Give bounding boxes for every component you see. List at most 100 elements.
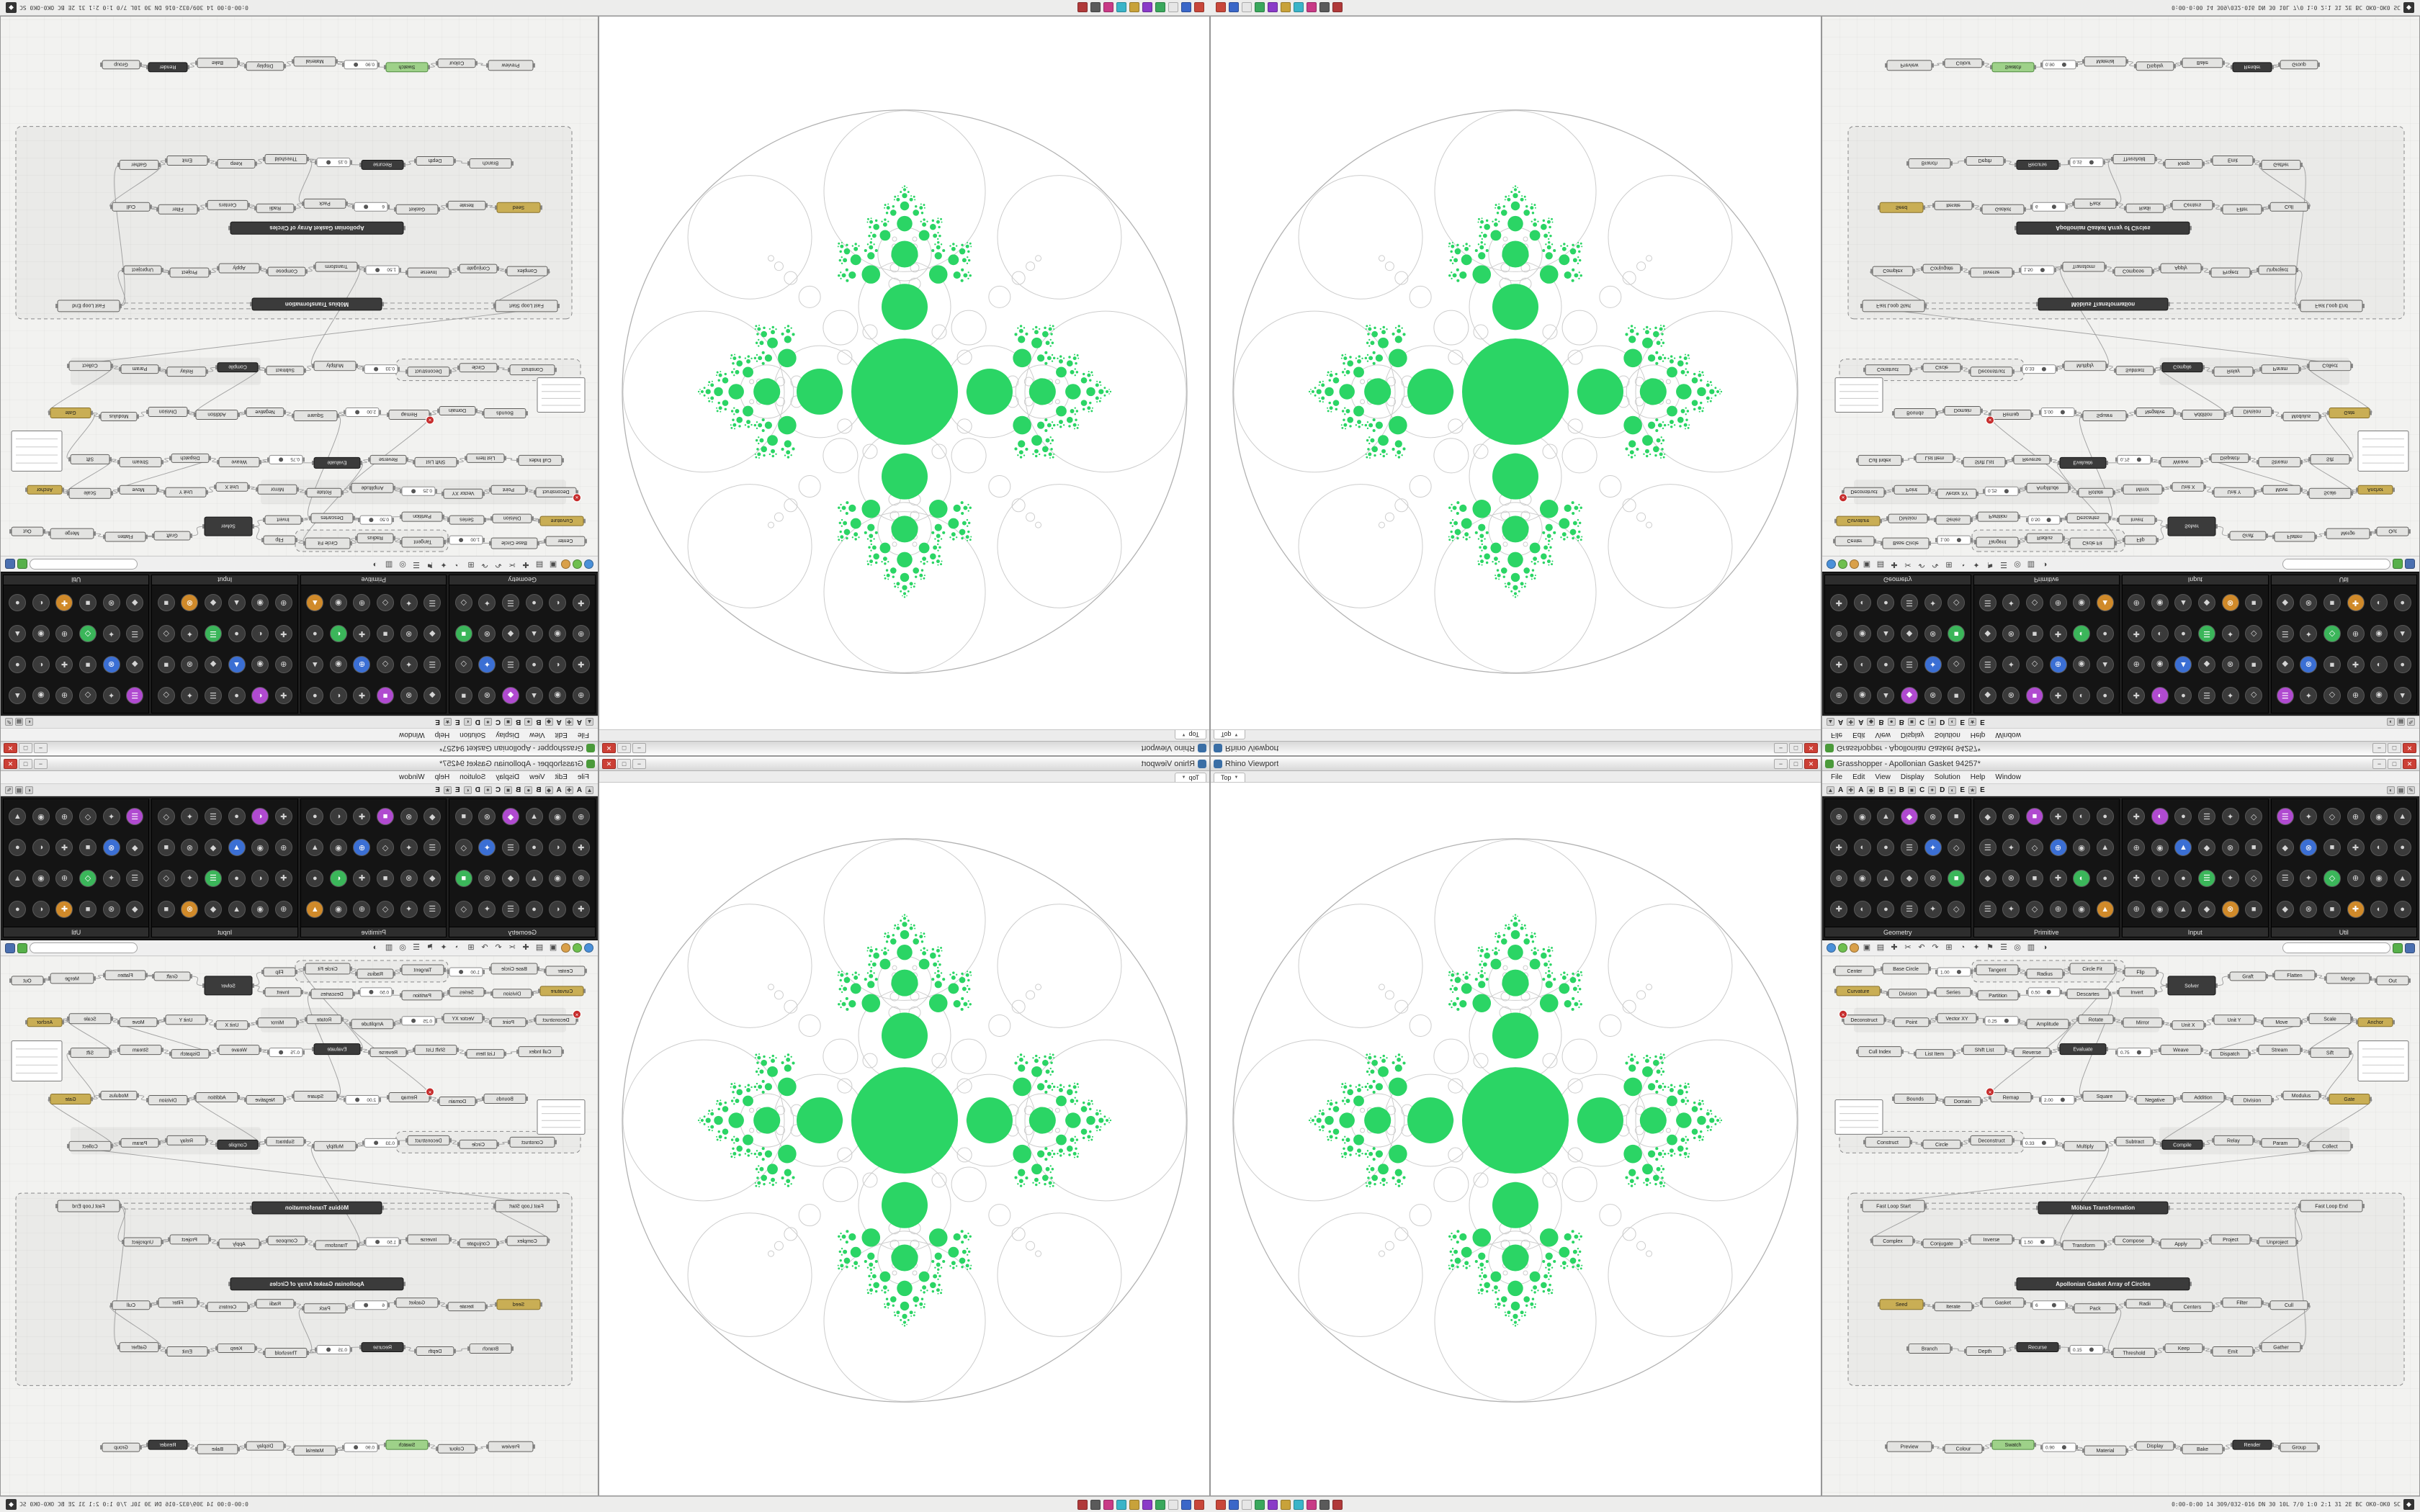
gh-node[interactable]: Relay — [2212, 366, 2255, 377]
minimize-button[interactable]: − — [632, 743, 646, 754]
component-icon[interactable]: ☰ — [1901, 594, 1919, 612]
component-icon[interactable]: ◐ — [251, 686, 269, 704]
component-icon[interactable]: ▲ — [525, 686, 543, 704]
taskbar-app-icon[interactable] — [1129, 2, 1139, 13]
component-icon[interactable]: ◆ — [2276, 839, 2294, 857]
gh-node[interactable]: Invert — [2117, 515, 2157, 525]
gh-node[interactable]: 0.15 — [315, 157, 352, 167]
component-icon[interactable]: ⊕ — [2347, 686, 2365, 704]
gh-node[interactable]: Branch — [1906, 158, 1953, 168]
gh-node[interactable]: Shift List — [413, 456, 459, 467]
gh-node[interactable]: Collect — [2307, 361, 2353, 372]
gh-node[interactable]: Anchor — [2356, 485, 2395, 495]
gh-node[interactable]: Swatch — [1990, 62, 2036, 73]
taskbar-app-icon[interactable] — [1242, 2, 1252, 13]
gh-node[interactable]: Emit — [165, 1346, 210, 1357]
gh-node[interactable]: Anchor — [25, 485, 64, 495]
gh-node[interactable]: Depth — [1964, 1346, 2006, 1356]
gh-node[interactable]: Domain — [437, 1096, 478, 1106]
gh-node[interactable]: Multiply — [312, 1140, 358, 1151]
component-icon[interactable]: ◉ — [251, 900, 269, 918]
component-icon[interactable]: ▲ — [9, 808, 27, 826]
component-icon[interactable]: ◇ — [2025, 594, 2043, 612]
gh-node[interactable]: Material — [292, 56, 338, 67]
tab-icon[interactable]: ● — [1887, 718, 1896, 726]
gh-node[interactable]: Circle — [1921, 1139, 1963, 1149]
tab-icon[interactable]: ✦ — [483, 786, 492, 794]
minimize-button[interactable]: − — [34, 743, 48, 754]
component-icon[interactable]: ▲ — [525, 625, 543, 643]
component-icon[interactable]: ■ — [1948, 686, 1966, 704]
gh-node[interactable]: 0.33 — [362, 364, 400, 374]
gh-node[interactable]: Sift — [2308, 1048, 2352, 1058]
gh-node[interactable]: Project — [168, 267, 211, 278]
gh-node[interactable]: Mirror — [256, 484, 299, 495]
gh-node[interactable]: 0.15 — [2068, 1345, 2105, 1355]
gh-node[interactable]: Circle Fit — [2068, 537, 2117, 549]
gh-node[interactable]: Reverse — [368, 454, 408, 464]
component-icon[interactable]: ◉ — [329, 655, 347, 673]
tab-strip-tool-icon[interactable]: ▦ — [15, 718, 23, 726]
gh-node[interactable]: Anchor — [2356, 1017, 2395, 1027]
component-icon[interactable]: ◆ — [1978, 625, 1996, 643]
gh-node[interactable]: Negative — [244, 408, 286, 418]
close-button[interactable]: ✕ — [602, 758, 616, 769]
gh-node[interactable]: Shift List — [1961, 1045, 2007, 1056]
component-icon[interactable]: ✚ — [2347, 839, 2365, 857]
gh-node[interactable]: Apply — [2159, 1238, 2203, 1249]
component-icon[interactable]: ◉ — [32, 808, 50, 826]
component-icon[interactable]: ● — [228, 869, 246, 887]
component-icon[interactable]: ☰ — [204, 808, 222, 826]
gh-node[interactable]: Compose — [266, 1236, 308, 1246]
component-icon[interactable]: ◇ — [79, 808, 97, 826]
component-icon[interactable]: ◐ — [32, 655, 50, 673]
toolbar-icon[interactable]: ☰ — [2000, 560, 2007, 570]
component-icon[interactable]: ● — [1877, 839, 1895, 857]
toolbar-icon[interactable]: ↶ — [495, 560, 502, 570]
taskbar-app-icon[interactable] — [1332, 1499, 1343, 1510]
menu-item-display[interactable]: Display — [1900, 731, 1924, 739]
gh-node[interactable]: Gate — [2327, 408, 2372, 419]
gh-node[interactable]: Unproject — [2257, 265, 2298, 275]
component-icon[interactable]: ◐ — [329, 625, 347, 643]
component-icon[interactable]: ✚ — [1830, 594, 1848, 612]
gh-node[interactable]: Vector XY — [1935, 488, 1978, 499]
component-icon[interactable]: ◇ — [2025, 655, 2043, 673]
gh-node[interactable]: Graft — [152, 531, 192, 541]
close-button[interactable]: ✕ — [1804, 758, 1818, 769]
gh-node[interactable]: Radii — [254, 1299, 296, 1309]
component-icon[interactable]: ▲ — [228, 655, 246, 673]
gh-node[interactable]: Radii — [254, 203, 296, 213]
component-icon[interactable]: ✚ — [274, 808, 292, 826]
tab-strip-tool-icon[interactable]: ✎ — [2407, 718, 2415, 726]
gh-tab-a-0[interactable]: A — [576, 786, 582, 794]
component-icon[interactable]: ■ — [377, 686, 395, 704]
component-icon[interactable]: ⊗ — [2002, 808, 2020, 826]
gh-node[interactable]: Construct — [508, 364, 557, 376]
gh-node[interactable] — [537, 1099, 586, 1135]
component-icon[interactable]: ⊗ — [2221, 839, 2239, 857]
gh-node[interactable]: Compose — [266, 266, 308, 276]
component-icon[interactable]: ▲ — [2174, 594, 2192, 612]
gh-node[interactable]: Bake — [195, 58, 240, 68]
taskbar-app-icon[interactable] — [1116, 2, 1126, 13]
gh-node[interactable]: Fast Loop Start — [493, 1200, 560, 1212]
gh-tab-b-3[interactable]: B — [516, 786, 521, 794]
gh-node[interactable]: Complex — [505, 1236, 550, 1246]
component-icon[interactable]: ◇ — [1948, 594, 1966, 612]
toolbar-ball-icon[interactable] — [1850, 943, 1859, 953]
toolbar-icon[interactable]: ⚑ — [1986, 942, 1994, 952]
component-icon[interactable]: ■ — [454, 686, 472, 704]
gh-node[interactable]: Radius — [355, 533, 395, 544]
rhino-canvas[interactable] — [1211, 783, 1821, 1495]
component-icon[interactable]: ⊕ — [572, 869, 590, 887]
gh-node[interactable]: Conjugate — [1921, 1238, 1963, 1248]
taskbar-logo-icon[interactable]: ◆ — [6, 1499, 17, 1510]
component-icon[interactable]: ■ — [2323, 839, 2341, 857]
gh-node[interactable]: Modulus — [99, 412, 139, 421]
component-icon[interactable]: ◐ — [329, 869, 347, 887]
gh-node[interactable]: Flip — [2123, 967, 2159, 977]
component-icon[interactable]: ☰ — [1978, 900, 1996, 918]
rhino-canvas[interactable] — [599, 783, 1209, 1495]
gh-node[interactable]: Merge — [48, 973, 96, 984]
